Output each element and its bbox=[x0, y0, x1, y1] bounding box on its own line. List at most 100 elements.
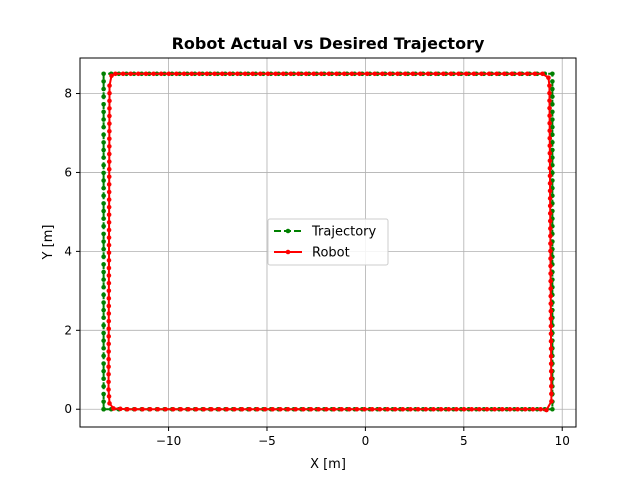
robot-point bbox=[107, 121, 112, 126]
robot-point bbox=[410, 71, 416, 77]
trajectory-point bbox=[101, 292, 106, 298]
robot-point bbox=[380, 71, 385, 77]
robot-point bbox=[547, 158, 553, 164]
trajectory-point bbox=[101, 201, 106, 206]
robot-point bbox=[107, 401, 112, 406]
trajectory-point bbox=[101, 208, 106, 214]
robot-point bbox=[106, 242, 112, 248]
robot-point bbox=[369, 406, 375, 412]
y-tick-label: 4 bbox=[64, 244, 72, 258]
series-layer bbox=[101, 71, 555, 413]
robot-point bbox=[300, 406, 306, 412]
robot-point bbox=[106, 166, 112, 172]
trajectory-point bbox=[101, 353, 106, 359]
robot-point bbox=[492, 406, 497, 412]
robot-point bbox=[547, 211, 553, 216]
robot-point bbox=[106, 318, 112, 324]
robot-point bbox=[546, 75, 551, 81]
trajectory-point bbox=[101, 323, 106, 328]
robot-point bbox=[262, 406, 268, 412]
trajectory-point bbox=[550, 117, 555, 122]
robot-point bbox=[293, 406, 298, 412]
robot-point bbox=[107, 83, 112, 88]
trajectory-point bbox=[550, 140, 555, 145]
robot-point bbox=[158, 71, 164, 77]
trajectory-point bbox=[101, 406, 106, 412]
y-tick-label: 2 bbox=[64, 323, 72, 337]
robot-point bbox=[547, 90, 552, 96]
robot-point bbox=[547, 181, 553, 186]
robot-point bbox=[402, 71, 408, 77]
robot-point bbox=[548, 226, 553, 231]
trajectory-point bbox=[101, 178, 106, 183]
robot-point bbox=[463, 71, 469, 77]
robot-point bbox=[106, 227, 112, 233]
robot-point bbox=[216, 406, 222, 412]
robot-point bbox=[385, 406, 390, 412]
trajectory-point bbox=[550, 94, 555, 99]
robot-point bbox=[547, 105, 552, 111]
robot-point bbox=[155, 406, 161, 412]
trajectory-point bbox=[101, 368, 106, 374]
robot-point bbox=[548, 308, 554, 314]
robot-point bbox=[107, 144, 112, 149]
robot-point bbox=[107, 113, 112, 119]
robot-point bbox=[118, 406, 123, 412]
robot-point bbox=[339, 406, 344, 412]
robot-point bbox=[517, 71, 522, 77]
trajectory-point bbox=[101, 216, 106, 221]
trajectory-point bbox=[101, 117, 106, 122]
robot-point bbox=[242, 71, 248, 77]
trajectory-point bbox=[101, 223, 106, 229]
chart-title: Robot Actual vs Desired Trajectory bbox=[172, 34, 485, 53]
robot-point bbox=[111, 406, 116, 411]
trajectory-point bbox=[101, 315, 106, 321]
robot-point bbox=[548, 338, 554, 344]
robot-point bbox=[224, 406, 230, 412]
robot-point bbox=[204, 71, 210, 77]
robot-point bbox=[109, 73, 114, 79]
trajectory-point bbox=[101, 307, 106, 313]
robot-point bbox=[357, 71, 362, 77]
robot-point bbox=[106, 387, 111, 392]
robot-point bbox=[106, 174, 112, 180]
robot-point bbox=[372, 71, 378, 77]
trajectory-point bbox=[101, 338, 106, 343]
robot-point bbox=[107, 136, 112, 142]
robot-point bbox=[201, 406, 207, 412]
robot-point bbox=[106, 280, 112, 286]
x-tick-label: −10 bbox=[156, 434, 181, 448]
robot-point bbox=[189, 71, 194, 77]
robot-point bbox=[107, 106, 112, 111]
legend-entry-trajectory: Trajectory bbox=[274, 225, 376, 240]
robot-point bbox=[425, 71, 431, 77]
robot-point bbox=[235, 71, 240, 77]
robot-point bbox=[547, 120, 552, 126]
robot-point bbox=[547, 113, 552, 118]
robot-point bbox=[140, 406, 145, 412]
robot-point bbox=[441, 71, 446, 77]
robot-point bbox=[280, 71, 286, 77]
trajectory-point bbox=[101, 147, 106, 153]
robot-point bbox=[106, 372, 111, 377]
robot-point bbox=[288, 71, 294, 77]
robot-point bbox=[408, 406, 413, 412]
robot-point bbox=[548, 241, 553, 246]
robot-point bbox=[548, 286, 553, 291]
robot-point bbox=[163, 406, 168, 412]
robot-point bbox=[461, 406, 467, 412]
trajectory-point bbox=[101, 262, 106, 267]
robot-point bbox=[548, 361, 554, 367]
robot-point bbox=[106, 250, 112, 256]
legend-label: Robot bbox=[312, 246, 350, 261]
robot-point bbox=[387, 71, 393, 77]
robot-point bbox=[400, 406, 406, 412]
robot-point bbox=[296, 71, 301, 77]
robot-point bbox=[547, 173, 553, 179]
robot-point bbox=[124, 406, 130, 412]
legend: Trajectory Robot bbox=[267, 218, 389, 266]
trajectory-point bbox=[550, 86, 555, 92]
robot-point bbox=[107, 90, 112, 96]
robot-point bbox=[113, 71, 118, 77]
robot-point bbox=[265, 71, 271, 77]
